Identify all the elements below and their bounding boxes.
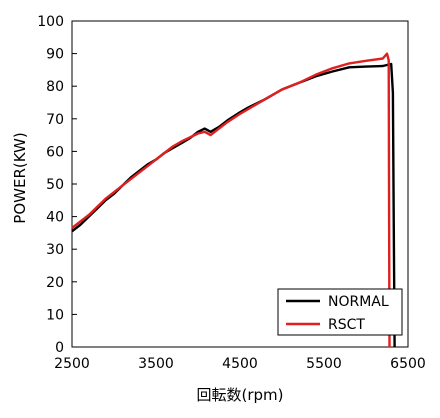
y-axis: 0 10 20 30 40 50 60 70 80 90 100 xyxy=(37,14,77,356)
y-axis-title: POWER(KW) xyxy=(11,132,29,223)
y-tick-label: 80 xyxy=(46,79,64,95)
y-tick-label: 20 xyxy=(46,275,64,291)
series-line-rsct xyxy=(71,52,391,348)
x-tick-label: 6500 xyxy=(390,356,426,372)
x-axis: 2500 3500 4500 5500 6500 xyxy=(54,356,426,372)
y-tick-label: 40 xyxy=(46,210,64,226)
x-axis-title: 回転数(rpm) xyxy=(196,386,283,404)
y-tick-label: 70 xyxy=(46,112,64,128)
y-tick-label: 0 xyxy=(55,340,64,356)
y-tick-label: 30 xyxy=(46,242,64,258)
y-tick-label: 60 xyxy=(46,144,64,160)
y-tick-label: 90 xyxy=(46,47,64,63)
x-tick-label: 2500 xyxy=(54,356,90,372)
x-tick-label: 5500 xyxy=(306,356,342,372)
legend-label-rsct: RSCT xyxy=(328,317,365,333)
legend-label-normal: NORMAL xyxy=(328,294,389,310)
x-tick-label: 3500 xyxy=(138,356,174,372)
series-lines xyxy=(71,52,396,348)
y-tick-label: 50 xyxy=(46,177,64,193)
x-tick-label: 4500 xyxy=(222,356,258,372)
y-tick-label: 100 xyxy=(37,14,64,30)
legend: NORMAL RSCT xyxy=(277,288,403,336)
legend-box xyxy=(277,288,403,336)
y-tick-label: 10 xyxy=(46,307,64,323)
